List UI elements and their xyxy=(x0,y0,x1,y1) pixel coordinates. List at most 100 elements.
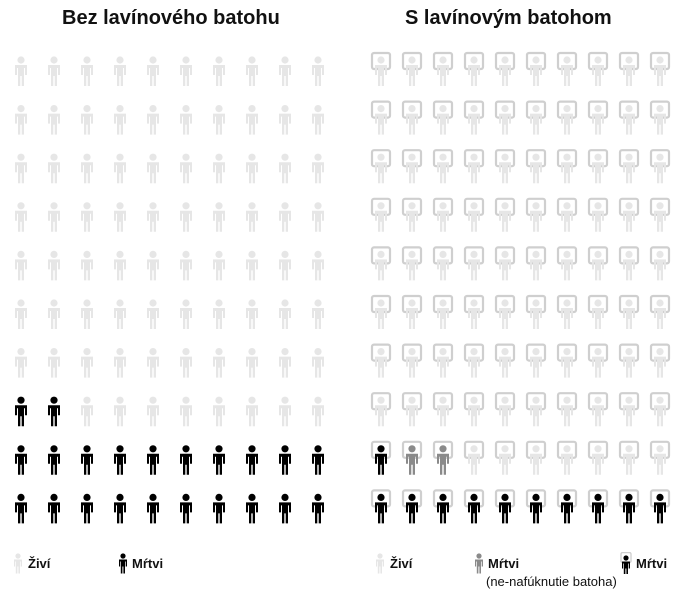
legend-dead-airbag-label: Mŕtvi xyxy=(636,556,668,571)
person-icon xyxy=(80,493,93,524)
person-icon xyxy=(15,299,27,329)
person-with-airbag-icon xyxy=(494,343,516,378)
person-icon xyxy=(113,56,126,86)
person-icon xyxy=(246,493,258,524)
person-icon xyxy=(279,250,291,281)
person-with-airbag-icon xyxy=(494,440,516,475)
person-with-airbag-icon xyxy=(370,149,392,184)
person-icon xyxy=(312,105,324,135)
person-icon xyxy=(80,250,93,281)
person-icon xyxy=(147,445,159,475)
person-icon xyxy=(147,348,159,378)
legend-alive-icon xyxy=(14,553,22,574)
person-with-airbag-icon xyxy=(370,392,392,427)
person-with-airbag-icon xyxy=(649,197,671,232)
person-icon xyxy=(246,445,258,475)
person-with-airbag-icon xyxy=(587,197,609,232)
person-with-airbag-icon xyxy=(525,246,547,281)
person-with-airbag-icon xyxy=(525,51,547,86)
person-with-airbag-icon xyxy=(587,294,609,329)
person-icon xyxy=(279,56,291,86)
person-with-airbag-icon xyxy=(525,100,547,135)
person-with-airbag-icon xyxy=(432,294,454,329)
person-icon xyxy=(180,56,192,86)
person-icon xyxy=(279,348,291,378)
person-with-airbag-icon xyxy=(401,149,423,184)
person-icon xyxy=(80,396,93,427)
person-with-airbag-icon xyxy=(525,440,547,475)
person-with-airbag-icon xyxy=(432,440,454,475)
person-with-airbag-icon xyxy=(587,343,609,378)
person-with-airbag-icon xyxy=(649,343,671,378)
person-icon xyxy=(48,250,60,281)
person-with-airbag-icon xyxy=(587,149,609,184)
person-icon xyxy=(246,56,258,86)
person-icon xyxy=(180,493,192,524)
person-with-airbag-icon xyxy=(401,392,423,427)
person-icon xyxy=(80,105,93,135)
person-with-airbag-icon xyxy=(494,489,516,524)
legend-dead-airbag-icon xyxy=(620,552,632,574)
person-icon xyxy=(279,105,291,135)
person-with-airbag-icon xyxy=(401,246,423,281)
person-with-airbag-icon xyxy=(370,343,392,378)
person-icon xyxy=(279,396,291,427)
panel-title-with-airbag: S lavínovým batohom xyxy=(405,7,612,29)
person-with-airbag-icon xyxy=(649,149,671,184)
person-with-airbag-icon xyxy=(587,100,609,135)
person-icon xyxy=(312,202,324,232)
person-with-airbag-icon xyxy=(463,149,485,184)
person-icon xyxy=(48,396,60,427)
person-with-airbag-icon xyxy=(370,100,392,135)
person-icon xyxy=(147,299,159,329)
person-with-airbag-icon xyxy=(525,294,547,329)
person-with-airbag-icon xyxy=(525,197,547,232)
person-with-airbag-icon xyxy=(494,149,516,184)
person-with-airbag-icon xyxy=(463,197,485,232)
person-with-airbag-icon xyxy=(463,246,485,281)
legend-alive-icon-right xyxy=(376,553,384,574)
person-icon xyxy=(147,56,159,86)
person-with-airbag-icon xyxy=(494,197,516,232)
person-with-airbag-icon xyxy=(463,489,485,524)
person-icon xyxy=(113,493,126,524)
person-icon xyxy=(15,348,27,378)
person-with-airbag-icon xyxy=(618,294,640,329)
person-icon xyxy=(180,299,192,329)
person-icon xyxy=(180,250,192,281)
person-with-airbag-icon xyxy=(370,51,392,86)
person-with-airbag-icon xyxy=(649,440,671,475)
legend-alive-label-right: Živí xyxy=(390,556,413,571)
person-icon xyxy=(80,153,93,184)
person-with-airbag-icon xyxy=(370,489,392,524)
person-icon xyxy=(147,153,159,184)
person-with-airbag-icon xyxy=(432,51,454,86)
person-icon xyxy=(213,348,225,378)
legend-dead-not-inflated-icon xyxy=(475,553,483,574)
person-icon xyxy=(147,250,159,281)
person-with-airbag-icon xyxy=(401,51,423,86)
person-icon xyxy=(48,202,60,232)
person-with-airbag-icon xyxy=(556,246,578,281)
person-icon xyxy=(48,348,60,378)
person-icon xyxy=(312,493,324,524)
person-with-airbag-icon xyxy=(525,149,547,184)
person-with-airbag-icon xyxy=(494,51,516,86)
person-with-airbag-icon xyxy=(432,197,454,232)
person-icon xyxy=(180,105,192,135)
person-with-airbag-icon xyxy=(587,440,609,475)
person-icon xyxy=(213,493,225,524)
person-with-airbag-icon xyxy=(587,51,609,86)
person-icon xyxy=(15,202,27,232)
person-with-airbag-icon xyxy=(618,392,640,427)
person-icon xyxy=(147,396,159,427)
person-icon xyxy=(312,348,324,378)
person-with-airbag-icon xyxy=(494,246,516,281)
person-with-airbag-icon xyxy=(618,440,640,475)
person-icon xyxy=(213,396,225,427)
person-icon xyxy=(113,396,126,427)
person-icon xyxy=(246,250,258,281)
person-icon xyxy=(113,299,126,329)
person-with-airbag-icon xyxy=(432,149,454,184)
person-icon xyxy=(15,445,27,475)
